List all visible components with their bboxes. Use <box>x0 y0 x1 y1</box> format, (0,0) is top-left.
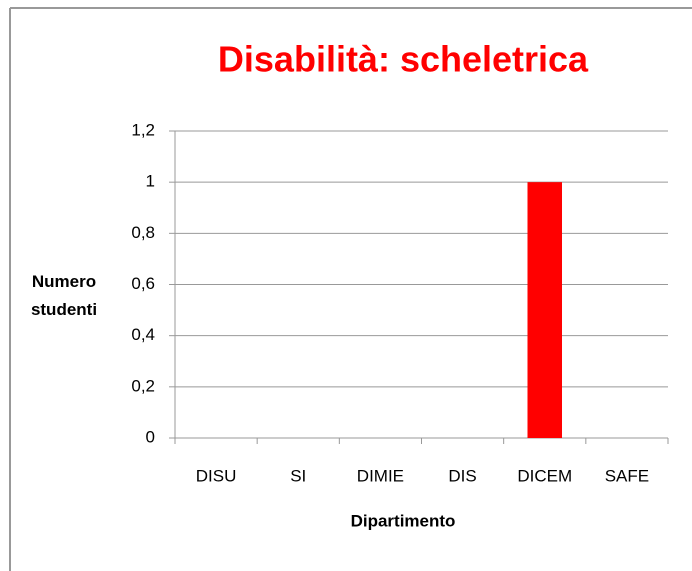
y-tick-label: 0,2 <box>131 376 155 395</box>
chart-title: Disabilità: scheletrica <box>218 39 589 80</box>
bar <box>527 182 563 438</box>
x-tick-label: SAFE <box>605 466 649 485</box>
y-tick-label: 0,8 <box>131 223 155 242</box>
y-axis-label: Numero studenti <box>30 272 98 319</box>
x-tick-label: DICEM <box>517 466 572 485</box>
x-tick-label: SI <box>290 466 306 485</box>
y-tick-label: 0,4 <box>131 325 155 344</box>
y-tick-label: 1,2 <box>131 120 155 139</box>
x-tick-label: DIMIE <box>357 466 404 485</box>
y-tick-label: 0 <box>146 427 155 446</box>
x-axis-label: Dipartimento <box>351 511 456 530</box>
y-tick-label: 0,6 <box>131 274 155 293</box>
x-tick-label: DISU <box>196 466 237 485</box>
x-tick-label: DIS <box>448 466 476 485</box>
y-tick-label: 1 <box>146 172 155 191</box>
